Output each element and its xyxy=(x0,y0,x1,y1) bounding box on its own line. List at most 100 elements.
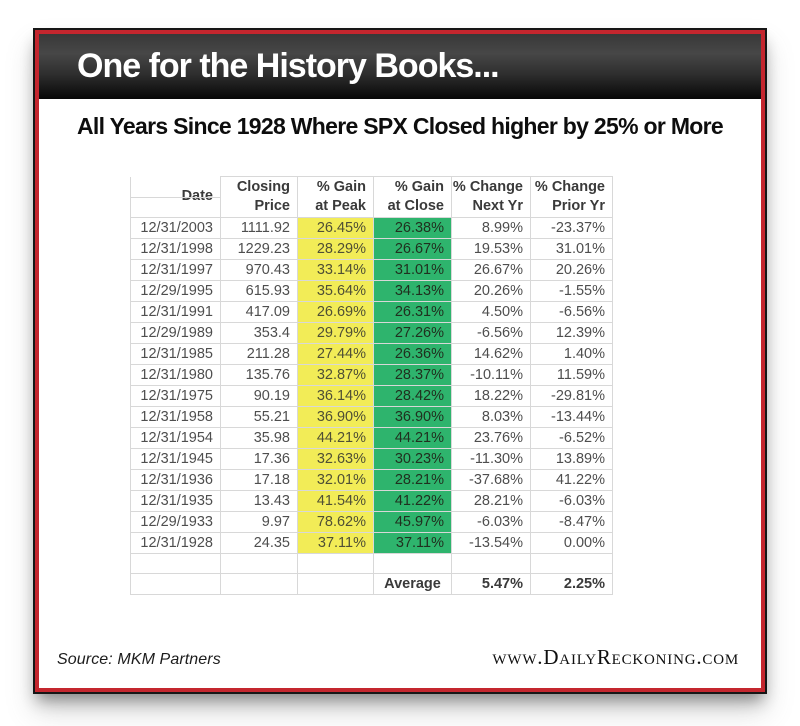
table-wrapper: Date Closing Price % Gain at Peak % Gain… xyxy=(130,176,761,595)
cell-date: 12/31/1985 xyxy=(130,343,221,365)
cell-gain-at-close: 44.21% xyxy=(373,427,452,449)
table-row: 12/31/1991 417.09 26.69% 26.31% 4.50% -6… xyxy=(130,301,613,323)
table-row: 12/31/2003 1111.92 26.45% 26.38% 8.99% -… xyxy=(130,217,613,239)
cell-change-prior-yr: 31.01% xyxy=(530,238,613,260)
table-row: 12/31/1936 17.18 32.01% 28.21% -37.68% 4… xyxy=(130,469,613,491)
cell-change-prior-yr: 12.39% xyxy=(530,322,613,344)
cell-change-next-yr: -37.68% xyxy=(451,469,531,491)
cell-closing-price: 9.97 xyxy=(220,511,298,533)
cell-gain-at-close: 28.37% xyxy=(373,364,452,386)
cell-change-next-yr: 23.76% xyxy=(451,427,531,449)
cell-closing-price: 135.76 xyxy=(220,364,298,386)
cell-closing-price: 35.98 xyxy=(220,427,298,449)
cell-gain-at-peak: 28.29% xyxy=(297,238,374,260)
cell-gain-at-close: 26.67% xyxy=(373,238,452,260)
cell-gain-at-peak: 33.14% xyxy=(297,259,374,281)
col-header-change-next-yr: % Change Next Yr xyxy=(451,176,531,218)
spacer-cell xyxy=(220,553,298,574)
col-header-gain-at-close: % Gain at Close xyxy=(373,176,452,218)
cell-gain-at-close: 37.11% xyxy=(373,532,452,554)
spacer-cell xyxy=(220,573,298,595)
cell-change-prior-yr: 13.89% xyxy=(530,448,613,470)
cell-change-next-yr: 19.53% xyxy=(451,238,531,260)
cell-gain-at-peak: 78.62% xyxy=(297,511,374,533)
spacer-cell xyxy=(297,553,374,574)
cell-gain-at-peak: 32.01% xyxy=(297,469,374,491)
table-row: 12/31/1985 211.28 27.44% 26.36% 14.62% 1… xyxy=(130,343,613,365)
cell-gain-at-peak: 37.11% xyxy=(297,532,374,554)
spx-table: Date Closing Price % Gain at Peak % Gain… xyxy=(130,176,613,595)
cell-date: 12/31/1998 xyxy=(130,238,221,260)
cell-gain-at-peak: 36.90% xyxy=(297,406,374,428)
spacer-cell xyxy=(530,553,613,574)
col-header-change-prior-yr: % Change Prior Yr xyxy=(530,176,613,218)
spacer-cell xyxy=(373,553,452,574)
spacer-cell xyxy=(297,573,374,595)
cell-date: 12/31/1997 xyxy=(130,259,221,281)
cell-gain-at-close: 45.97% xyxy=(373,511,452,533)
cell-change-next-yr: 8.99% xyxy=(451,217,531,239)
cell-change-prior-yr: -29.81% xyxy=(530,385,613,407)
cell-gain-at-close: 27.26% xyxy=(373,322,452,344)
cell-gain-at-close: 36.90% xyxy=(373,406,452,428)
cell-gain-at-peak: 26.69% xyxy=(297,301,374,323)
table-row: 12/31/1928 24.35 37.11% 37.11% -13.54% 0… xyxy=(130,532,613,554)
spacer-cell xyxy=(130,553,221,574)
cell-change-next-yr: 8.03% xyxy=(451,406,531,428)
cell-closing-price: 55.21 xyxy=(220,406,298,428)
table-row: 12/31/1975 90.19 36.14% 28.42% 18.22% -2… xyxy=(130,385,613,407)
cell-closing-price: 615.93 xyxy=(220,280,298,302)
cell-change-next-yr: 14.62% xyxy=(451,343,531,365)
cell-gain-at-close: 30.23% xyxy=(373,448,452,470)
cell-closing-price: 353.4 xyxy=(220,322,298,344)
cell-gain-at-close: 26.38% xyxy=(373,217,452,239)
table-row: 12/29/1933 9.97 78.62% 45.97% -6.03% -8.… xyxy=(130,511,613,533)
cell-change-next-yr: 18.22% xyxy=(451,385,531,407)
spacer-cell xyxy=(130,573,221,595)
cell-change-next-yr: -10.11% xyxy=(451,364,531,386)
cell-change-next-yr: -6.03% xyxy=(451,511,531,533)
cell-date: 12/29/1989 xyxy=(130,322,221,344)
table-row: 12/31/1935 13.43 41.54% 41.22% 28.21% -6… xyxy=(130,490,613,512)
col-header-gain-at-peak: % Gain at Peak xyxy=(297,176,374,218)
cell-date: 12/31/1936 xyxy=(130,469,221,491)
table-header-row: Date Closing Price % Gain at Peak % Gain… xyxy=(130,176,613,218)
spacer-cell xyxy=(451,553,531,574)
chart-frame: One for the History Books... All Years S… xyxy=(33,28,767,694)
table-row: 12/29/1989 353.4 29.79% 27.26% -6.56% 12… xyxy=(130,322,613,344)
cell-date: 12/31/1980 xyxy=(130,364,221,386)
cell-gain-at-peak: 32.87% xyxy=(297,364,374,386)
cell-gain-at-close: 41.22% xyxy=(373,490,452,512)
table-row: 12/31/1998 1229.23 28.29% 26.67% 19.53% … xyxy=(130,238,613,260)
table-body: 12/31/2003 1111.92 26.45% 26.38% 8.99% -… xyxy=(130,217,613,554)
cell-closing-price: 13.43 xyxy=(220,490,298,512)
footer: Source: MKM Partners www.DailyReckoning.… xyxy=(39,645,761,670)
cell-gain-at-peak: 41.54% xyxy=(297,490,374,512)
cell-date: 12/31/1954 xyxy=(130,427,221,449)
average-prior-yr: 2.25% xyxy=(530,573,613,595)
col-header-date: Date xyxy=(130,176,221,218)
cell-date: 12/31/1935 xyxy=(130,490,221,512)
cell-gain-at-close: 26.36% xyxy=(373,343,452,365)
cell-change-next-yr: 28.21% xyxy=(451,490,531,512)
spacer-row xyxy=(130,553,613,574)
cell-gain-at-peak: 29.79% xyxy=(297,322,374,344)
cell-closing-price: 17.18 xyxy=(220,469,298,491)
table-row: 12/31/1980 135.76 32.87% 28.37% -10.11% … xyxy=(130,364,613,386)
table-row: 12/31/1945 17.36 32.63% 30.23% -11.30% 1… xyxy=(130,448,613,470)
header-banner: One for the History Books... xyxy=(39,34,761,99)
chart-subtitle: All Years Since 1928 Where SPX Closed hi… xyxy=(77,113,724,139)
col-header-closing-price: Closing Price xyxy=(220,176,298,218)
cell-gain-at-close: 26.31% xyxy=(373,301,452,323)
average-row: Average 5.47% 2.25% xyxy=(130,573,613,595)
cell-closing-price: 1229.23 xyxy=(220,238,298,260)
cell-gain-at-peak: 35.64% xyxy=(297,280,374,302)
cell-change-prior-yr: -6.56% xyxy=(530,301,613,323)
cell-gain-at-close: 31.01% xyxy=(373,259,452,281)
cell-date: 12/29/1933 xyxy=(130,511,221,533)
cell-gain-at-peak: 26.45% xyxy=(297,217,374,239)
cell-change-next-yr: 26.67% xyxy=(451,259,531,281)
cell-gain-at-peak: 27.44% xyxy=(297,343,374,365)
cell-date: 12/31/1928 xyxy=(130,532,221,554)
cell-gain-at-peak: 36.14% xyxy=(297,385,374,407)
